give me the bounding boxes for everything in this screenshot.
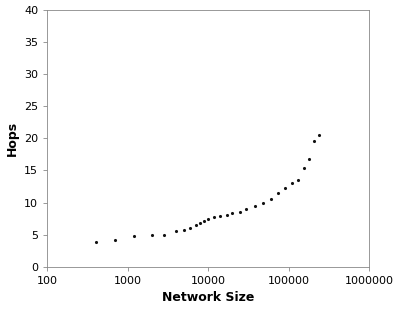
Point — [229, 211, 235, 216]
Point — [251, 203, 258, 208]
Point — [211, 215, 218, 220]
Point — [187, 225, 194, 230]
Point — [160, 232, 167, 237]
Point — [217, 214, 223, 219]
Point — [173, 229, 179, 234]
Point — [192, 223, 199, 228]
Point — [112, 238, 119, 243]
Point — [223, 213, 230, 218]
Point — [149, 233, 155, 238]
Point — [243, 206, 250, 211]
Point — [311, 139, 318, 144]
Point — [288, 181, 295, 186]
Point — [197, 221, 203, 226]
Point — [294, 178, 301, 183]
X-axis label: Network Size: Network Size — [162, 291, 254, 304]
Point — [306, 157, 312, 162]
Point — [300, 166, 307, 171]
Point — [267, 197, 274, 202]
Y-axis label: Hops: Hops — [6, 121, 19, 156]
Point — [237, 209, 243, 214]
Point — [181, 227, 187, 232]
Point — [131, 233, 137, 238]
Point — [260, 200, 266, 205]
Point — [93, 240, 99, 245]
Point — [282, 185, 288, 190]
Point — [201, 218, 207, 223]
Point — [275, 190, 282, 195]
Point — [316, 132, 322, 137]
Point — [205, 216, 211, 221]
